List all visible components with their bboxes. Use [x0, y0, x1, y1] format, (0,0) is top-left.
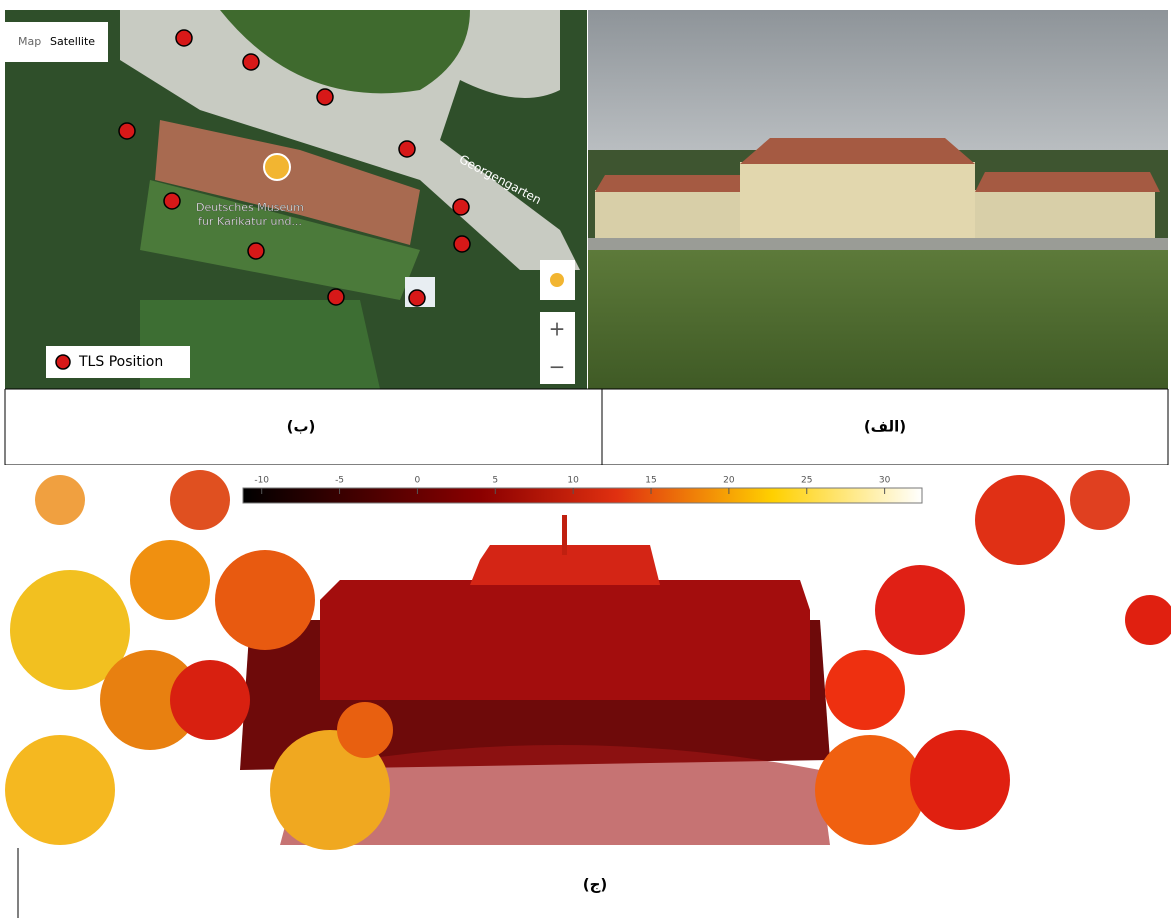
colorbar-tick-label: 5 [492, 476, 498, 486]
place-icon [263, 153, 291, 181]
roof-points [470, 545, 660, 585]
legend-label: TLS Position [78, 354, 163, 370]
tree-points [5, 470, 1171, 850]
building-points [320, 580, 810, 700]
colorbar [242, 487, 923, 504]
map-panel: Map Satellite Deutsches Museum fur Karik… [5, 10, 587, 389]
pegman-icon [550, 273, 564, 287]
map-type-control [5, 22, 108, 62]
roof [595, 175, 740, 192]
legend-marker [55, 354, 71, 370]
main-facade [740, 162, 975, 238]
roof [975, 172, 1160, 192]
path [588, 238, 1168, 250]
garden [140, 180, 420, 300]
photo-panel [588, 10, 1168, 389]
caption: (ب) [287, 418, 316, 436]
place-label: fur Karikatur und... [198, 215, 302, 228]
zoom-out[interactable]: − [549, 355, 566, 379]
colorbar-tick-label: -10 [254, 476, 269, 486]
zoom-in[interactable]: + [549, 317, 566, 341]
colorbar-tick-label: 10 [567, 476, 579, 486]
lawn [588, 250, 1168, 389]
foreground-points [280, 745, 830, 845]
colorbar-tick-label: 0 [415, 476, 421, 486]
flagpole-points [562, 515, 567, 555]
caption: (ج) [583, 876, 608, 894]
caption: (الف) [864, 418, 906, 436]
colorbar-tick-label: 20 [723, 476, 735, 486]
satellite-button[interactable]: Satellite [50, 35, 95, 48]
zoom-control [540, 312, 575, 384]
tls-markers [118, 29, 471, 307]
colorbar-tick-label: 25 [801, 476, 812, 486]
point-cloud-panel [5, 465, 1171, 850]
lawn [220, 10, 470, 94]
map-button[interactable]: Map [18, 35, 41, 48]
colorbar-tick-label: -5 [335, 476, 344, 486]
colorbar-tick-label: 15 [645, 476, 656, 486]
lawn [140, 300, 380, 389]
place-label: Deutsches Museum [196, 201, 304, 214]
building [155, 120, 420, 245]
colorbar-tick-label: 30 [879, 476, 891, 486]
main-roof [740, 138, 975, 164]
